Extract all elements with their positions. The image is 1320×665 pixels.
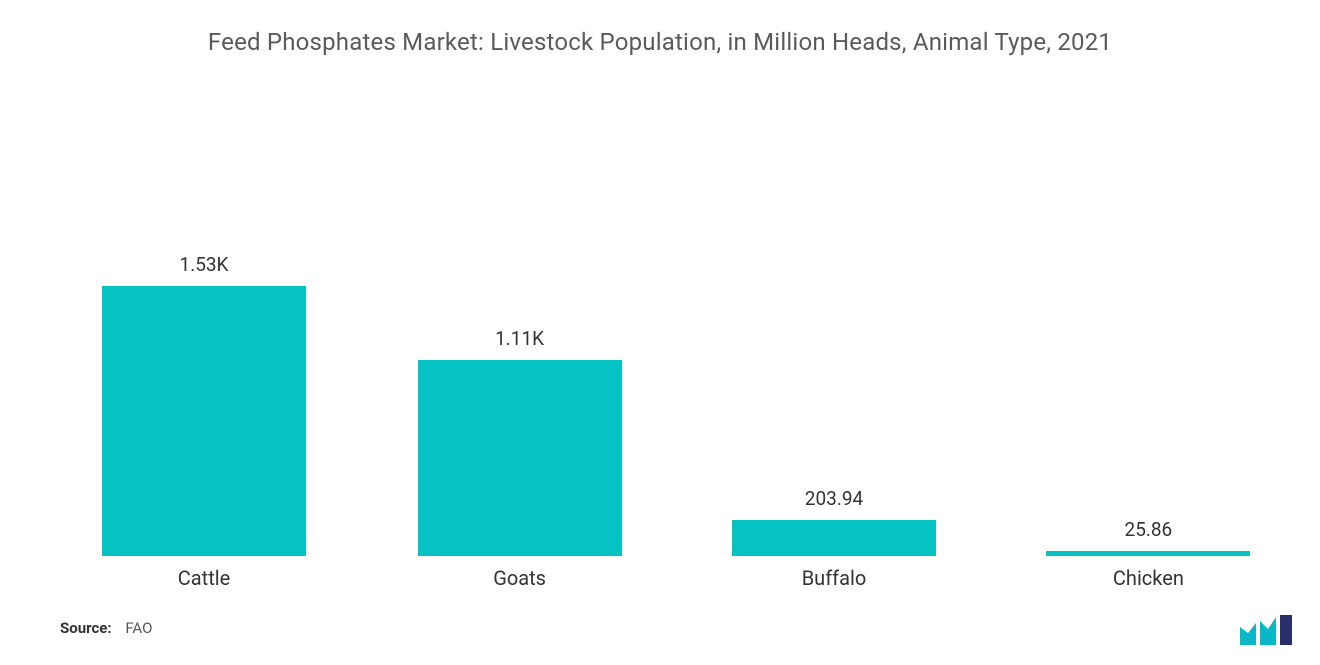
logo-icon [1238,615,1294,649]
bar-group: 1.11KGoats [418,360,622,556]
bar-rect [418,360,622,556]
bar-rect [732,520,936,556]
bar-rect [1046,551,1250,556]
bar-group: 25.86Chicken [1046,551,1250,556]
bar-value-label: 1.11K [418,327,622,350]
bar-value-label: 203.94 [732,487,936,510]
source-line: Source: FAO [60,619,152,637]
chart-container: Feed Phosphates Market: Livestock Popula… [0,0,1320,665]
bar-value-label: 1.53K [102,253,306,276]
chart-title: Feed Phosphates Market: Livestock Popula… [60,28,1260,56]
bar-value-label: 25.86 [1046,518,1250,541]
source-value: FAO [125,619,152,637]
bar-category-label: Chicken [944,566,1320,590]
bar-rect [102,286,306,556]
source-label: Source: [60,619,112,637]
bar-group: 1.53KCattle [102,286,306,556]
plot-area: 1.53KCattle 1.11KGoats 203.94Buffalo 25.86C… [60,96,1260,556]
bar-group: 203.94Buffalo [732,520,936,556]
brand-logo [1238,615,1294,649]
